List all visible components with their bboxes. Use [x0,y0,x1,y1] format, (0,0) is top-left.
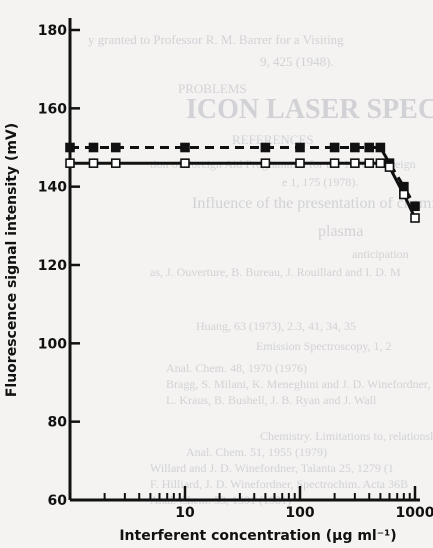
series-2-point [110,158,121,168]
series-1-point [295,142,305,153]
plot-area: 60 80 100 120 140 160 180 10 100 1000 [38,18,433,521]
series-1-point [180,142,190,153]
series-2-point [295,158,305,168]
bleed-line: Influence of the presentation of chemica… [192,195,433,212]
bleed-line: Anal. Chem. 51, 1955 (1979) [186,445,327,459]
series-2-point [410,213,420,223]
bleed-line: anticipation [352,247,409,261]
series-layer [65,142,420,223]
series-2-point [399,189,409,200]
y-tick-label: 60 [48,493,68,509]
x-axis-ticks: 10 100 1000 [103,486,433,521]
series-2-point [88,158,99,168]
series-2-point [364,158,375,168]
series-2-point [350,158,360,168]
bleed-line: L. Kraus, B. Bushell, J. B. Ryan and J. … [166,393,377,407]
x-tick-label: 10 [175,505,195,521]
bleed-line: Willard and J. D. Winefordner, Talanta 2… [150,461,394,475]
x-tick-label: 1000 [396,505,433,521]
series-1-point [375,142,386,153]
bleed-line: as, J. Ouverture, B. Bureau, J. Rouillar… [150,265,401,279]
y-tick-label: 100 [38,336,67,352]
y-tick-label: 120 [38,258,67,274]
bleed-line: F. Hilliard, J. D. Winefordner, Spectroc… [150,477,408,491]
series-1-point [350,142,360,153]
series-2-point [384,162,395,172]
series-2-point [260,158,271,168]
y-tick-label: 160 [38,101,67,117]
bleed-line: Emission Spectroscopy, 1, 2 [256,339,392,353]
series-1-point [110,142,121,153]
series-1-point [260,142,271,153]
bleed-line: y granted to Professor R. M. Barrer for … [88,32,344,47]
bleed-through-text: y granted to Professor R. M. Barrer for … [88,32,433,507]
bleed-line: Huang, 63 (1973), 2.3, 41, 34, 35 [196,319,356,333]
series-1-point [329,142,340,153]
x-tick-label: 100 [285,505,314,521]
bleed-line: ICON LASER SPECTROSC [186,94,433,125]
bleed-line: Bragg, S. Milani, K. Meneghini and J. D.… [166,377,430,391]
series-1-point [88,142,99,153]
bleed-line: 9, 425 (1948). [260,54,334,69]
bleed-line: PROBLEMS [178,81,247,96]
bleed-line: plasma [318,223,363,240]
series-1-point [65,142,75,153]
bleed-line: e 1, 175 (1978). [282,175,358,189]
series-2-point [375,158,386,168]
series-1-point [364,142,375,153]
y-tick-label: 140 [38,180,67,196]
y-tick-label: 180 [38,23,67,39]
x-axis-title: Interferent concentration (μg ml⁻¹) [119,528,396,544]
series-2-point [329,158,340,168]
y-axis-ticks: 60 80 100 120 140 160 180 [38,23,80,509]
y-axis-title: Fluorescence signal intensity (mV) [4,123,20,397]
bleed-line: REFERENCES [232,132,314,147]
series-2-point [65,158,75,168]
bleed-line: Chemistry. Limitations to, relationships… [260,429,433,443]
y-tick-label: 80 [48,415,68,431]
bleed-line: Anal. Chem. 48, 1970 (1976) [166,361,307,375]
series-2-point [180,158,190,168]
